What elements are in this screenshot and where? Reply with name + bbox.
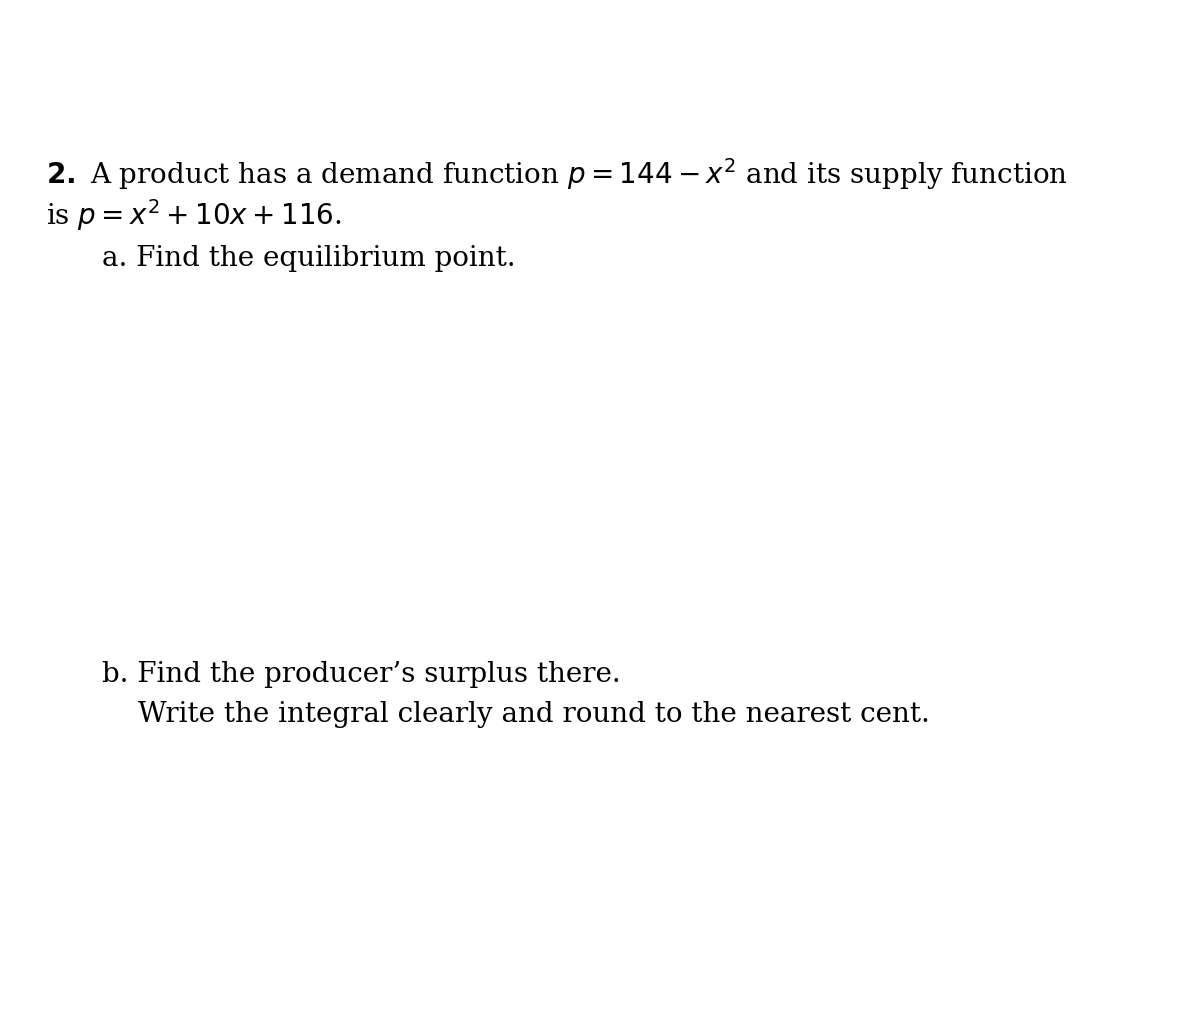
Text: Write the integral clearly and round to the nearest cent.: Write the integral clearly and round to …	[138, 701, 930, 728]
Text: a. Find the equilibrium point.: a. Find the equilibrium point.	[102, 245, 516, 272]
Text: $\mathbf{2.}$ A product has a demand function $p = 144 - x^2$ and its supply fun: $\mathbf{2.}$ A product has a demand fun…	[46, 156, 1068, 193]
Text: is $p = x^2 + 10x + 116$.: is $p = x^2 + 10x + 116$.	[46, 197, 341, 233]
Text: b. Find the producer’s surplus there.: b. Find the producer’s surplus there.	[102, 661, 620, 688]
